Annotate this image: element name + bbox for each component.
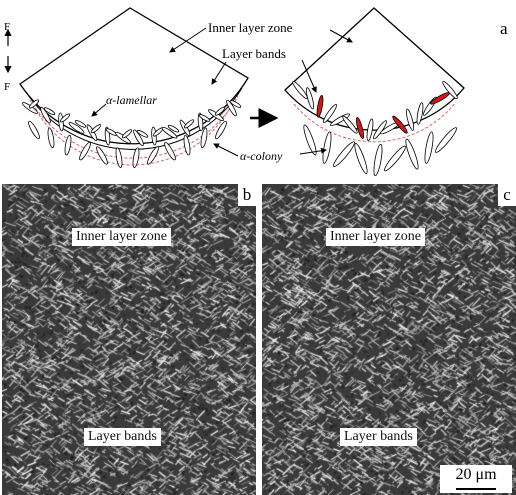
lamella-mark: [132, 147, 140, 168]
lamella-mark: [405, 138, 419, 170]
lamella-mark: [43, 107, 56, 115]
lamella-mark: [229, 100, 242, 108]
panel-a-letter: a: [500, 19, 508, 38]
lamella-mark: [47, 127, 55, 149]
lamella-mark: [79, 142, 91, 161]
lamella-mark: [28, 99, 40, 109]
lamella-mark: [424, 131, 434, 164]
panel-b-layer-bands-label: Layer bands: [84, 428, 161, 446]
panel-c-letter: c: [498, 184, 516, 206]
lamella-mark: [316, 95, 324, 118]
lamella-mark: [59, 113, 71, 123]
panel-c-inner-zone-label: Inner layer zone: [326, 228, 425, 246]
lamella-mark: [68, 122, 85, 134]
lamella-mark: [354, 143, 368, 174]
force-indicator: F F: [4, 21, 12, 93]
left-lamellae: [22, 99, 242, 168]
left-sector: [19, 7, 249, 168]
lamella-mark: [226, 99, 237, 117]
lamella-mark: [200, 127, 208, 149]
lamella-mark: [366, 118, 374, 142]
lamella-mark: [355, 117, 365, 140]
lamella-mark: [342, 115, 358, 134]
lamella-mark: [214, 106, 226, 116]
scale-bar: 20 μm: [440, 465, 512, 493]
lamella-mark: [323, 104, 337, 124]
label-alpha-lamellar: α-lamellar: [106, 93, 157, 107]
lamella-mark: [292, 81, 308, 99]
scale-bar-line: [456, 488, 496, 490]
lamella-mark: [40, 106, 51, 124]
lamella-mark: [416, 102, 424, 125]
lamella-mark: [305, 87, 315, 110]
lamella-mark: [121, 129, 133, 139]
panel-c-layer-bands-label: Layer bands: [340, 428, 417, 446]
lamella-mark: [28, 120, 40, 140]
lamella-mark: [405, 108, 415, 131]
lamella-mark: [136, 130, 149, 138]
panel-b-micrograph: b Inner layer zone Layer bands: [2, 184, 256, 495]
force-bottom-label: F: [4, 81, 10, 93]
panel-b-letter: b: [238, 184, 256, 206]
lamella-mark: [90, 124, 102, 134]
lamella-mark: [215, 120, 227, 140]
label-layer-bands: Layer bands: [222, 46, 286, 61]
panel-b-inner-zone-label: Inner layer zone: [72, 228, 171, 246]
lamella-mark: [96, 146, 108, 165]
lamella-mark: [333, 141, 355, 167]
lamella-mark: [198, 114, 211, 122]
lamella-mark: [183, 119, 195, 129]
lamella-mark: [384, 145, 406, 172]
lamella-mark: [161, 126, 178, 139]
lamella-mark: [147, 146, 159, 165]
panel-a-schematic: F F Inner layer zone Layer bands α-lamel…: [0, 0, 516, 184]
force-top-label: F: [4, 21, 10, 33]
label-alpha-colony: α-colony: [240, 149, 283, 163]
lamella-mark: [64, 134, 72, 156]
right-sector: [284, 7, 465, 177]
lamella-mark: [167, 124, 180, 133]
lamella-mark: [322, 131, 332, 164]
panel-c-micrograph: c Inner layer zone Layer bands 20 μm: [262, 184, 516, 495]
lamella-mark: [442, 81, 458, 99]
lamella-mark: [435, 127, 457, 153]
lamella-mark: [183, 134, 191, 156]
lamella-mark: [303, 124, 317, 156]
label-inner-zone: Inner layer zone: [208, 20, 293, 35]
scale-bar-label: 20 μm: [455, 466, 497, 483]
lamella-mark: [392, 115, 408, 134]
lamella-mark: [115, 147, 123, 168]
lamella-mark: [133, 129, 144, 147]
lamella-mark: [164, 142, 176, 161]
schematic-drawing: F F Inner layer zone Layer bands α-lamel…: [4, 7, 465, 177]
right-lamellae: [292, 81, 458, 177]
lamella-mark: [74, 120, 87, 128]
lamella-mark: [373, 143, 383, 177]
